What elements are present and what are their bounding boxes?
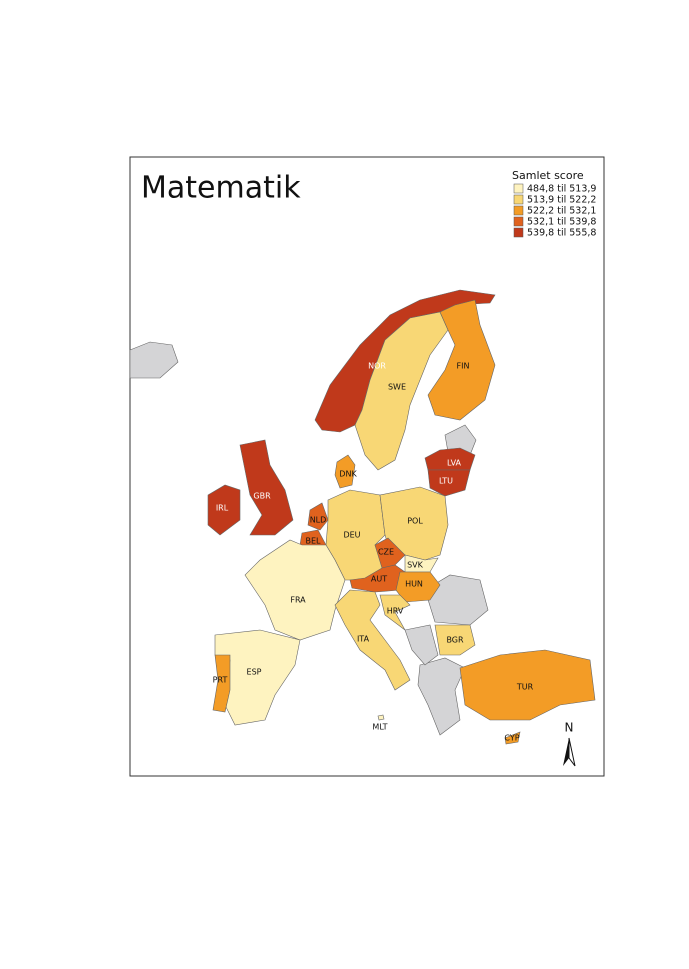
- arrow-left: [563, 738, 569, 766]
- country-label: DNK: [339, 470, 357, 479]
- country-label: IRL: [216, 504, 229, 513]
- country-label: HRV: [387, 607, 404, 616]
- country-label: LVA: [447, 459, 462, 468]
- country-label: BGR: [446, 636, 464, 645]
- country-label: CYP: [504, 734, 519, 743]
- country: [504, 731, 521, 745]
- greece: [417, 657, 466, 736]
- map-title: Matematik: [141, 171, 301, 206]
- country-label: ESP: [247, 668, 262, 677]
- country: [307, 502, 329, 531]
- country-label: DEU: [343, 531, 360, 540]
- country: [374, 537, 406, 569]
- country-label: POL: [407, 517, 423, 526]
- country: [379, 594, 411, 631]
- country: [239, 439, 294, 536]
- country: [427, 469, 471, 497]
- romania: [424, 574, 489, 626]
- country-label: BEL: [306, 537, 322, 546]
- country: [377, 714, 385, 721]
- country: [354, 311, 449, 471]
- country-label: NOR: [368, 362, 386, 371]
- country-label: PRT: [213, 676, 228, 685]
- country-label: FIN: [457, 362, 470, 371]
- country: [334, 589, 411, 691]
- country: [212, 654, 231, 713]
- country-label: TUR: [516, 683, 534, 692]
- country: [427, 299, 496, 421]
- legend-label: 484,8 til 513,9: [527, 184, 596, 195]
- legend-label: 532,1 til 539,8: [527, 217, 596, 228]
- country-label: MLT: [372, 723, 387, 732]
- north-arrow: N: [563, 721, 576, 767]
- country-label: NLD: [310, 516, 327, 525]
- country: [244, 539, 346, 641]
- country-label: GBR: [253, 492, 271, 501]
- country: [334, 454, 356, 489]
- legend-title: Samlet score: [512, 169, 584, 182]
- north-label: N: [565, 721, 574, 735]
- country: [459, 649, 596, 721]
- country-label: LTU: [439, 477, 453, 486]
- legend-swatch: [513, 183, 524, 194]
- country: [434, 624, 476, 656]
- legend-label: 539,8 til 555,8: [527, 228, 596, 239]
- legend-swatch: [513, 216, 524, 227]
- legend-swatch: [513, 205, 524, 216]
- balkans: [404, 624, 439, 666]
- country-label: ITA: [357, 635, 370, 644]
- countries: NOR SWE FIN LVA LTU DNK GBR IRL NLD BEL DEU POL CZE S…: [207, 289, 596, 745]
- country-label: HUN: [405, 580, 423, 589]
- legend-label: 522,2 til 532,1: [527, 206, 596, 217]
- country-label: SWE: [388, 383, 406, 392]
- arrow-right: [568, 737, 576, 767]
- country: [404, 554, 439, 573]
- legend-swatch: [513, 194, 524, 205]
- country-label: CZE: [378, 548, 394, 557]
- country: [395, 571, 441, 603]
- country-label: AUT: [371, 575, 387, 584]
- no-data-countries: [129, 341, 489, 736]
- country: [207, 484, 241, 536]
- country-label: SVK: [407, 561, 424, 570]
- legend-swatch: [513, 227, 524, 238]
- country-label: FRA: [290, 596, 306, 605]
- iceland: [129, 341, 179, 379]
- legend-label: 513,9 til 522,2: [527, 195, 596, 206]
